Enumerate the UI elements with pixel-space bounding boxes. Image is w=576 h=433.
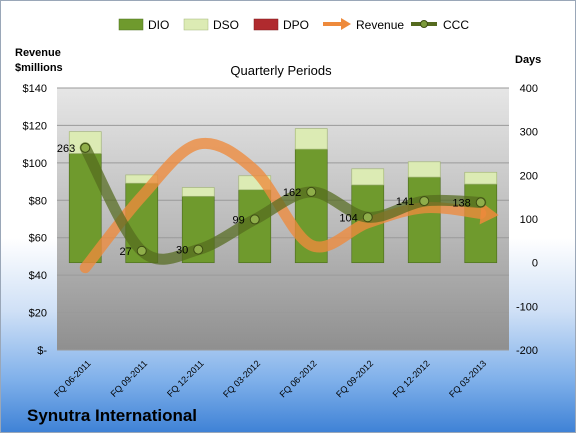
legend-revenue-arrowhead	[341, 18, 351, 30]
legend-ccc-label: CCC	[443, 18, 469, 32]
y-right-tick-label: 300	[520, 127, 538, 139]
x-tick-label: FQ 06-2011	[52, 358, 93, 399]
legend-dpo-label: DPO	[283, 18, 309, 32]
x-tick-label: FQ 12-2012	[391, 358, 432, 399]
ccc-data-label: 104	[339, 212, 357, 224]
x-tick-label: FQ 12-2011	[165, 358, 206, 399]
legend: DIO DSO DPO Revenue CCC	[118, 18, 469, 32]
ccc-point	[249, 214, 260, 225]
y-right-tick-label: -200	[516, 345, 538, 357]
y-left-tick-label: $40	[29, 270, 47, 282]
y-right-tick-label: 400	[520, 83, 538, 95]
x-tick-label: FQ 09-2011	[109, 358, 150, 399]
y-left-tick-label: $-	[37, 345, 47, 357]
y-left-label-line1: Revenue	[15, 47, 61, 59]
ccc-data-label: 27	[120, 246, 132, 258]
legend-dpo-swatch	[253, 18, 279, 31]
ccc-data-label: 141	[396, 196, 414, 208]
ccc-data-label: 30	[176, 245, 188, 257]
y-left-tick-label: $140	[23, 83, 47, 95]
ccc-data-label: 138	[452, 197, 470, 209]
legend-dso-swatch	[183, 18, 209, 31]
dso-bar	[294, 128, 328, 150]
revenue-arrowhead	[479, 202, 499, 225]
ccc-point	[419, 196, 430, 207]
legend-dio-label: DIO	[148, 18, 169, 32]
y-left-tick-label: $120	[23, 120, 47, 132]
dio-bar	[407, 176, 441, 264]
dso-bar	[407, 161, 441, 178]
ccc-point	[136, 245, 147, 256]
ccc-point	[306, 186, 317, 197]
legend-dso-label: DSO	[213, 18, 239, 32]
y-right-label: Days	[515, 54, 541, 66]
x-tick-label: FQ 03-2012	[221, 358, 262, 399]
y-left-tick-label: $80	[29, 195, 47, 207]
x-tick-label: FQ 06-2012	[278, 358, 319, 399]
ccc-point	[475, 197, 486, 208]
y-right-tick-label: -100	[516, 301, 538, 313]
ccc-point	[362, 212, 373, 223]
y-left-label-line2: $millions	[15, 62, 63, 74]
company-name: Synutra International	[27, 406, 198, 425]
legend-dio-swatch	[118, 18, 144, 31]
y-left-tick-label: $100	[23, 158, 47, 170]
y-right-tick-label: 100	[520, 214, 538, 226]
y-right-tick-label: 0	[532, 258, 538, 270]
chart-title: Quarterly Periods	[230, 63, 332, 78]
dso-bar	[464, 171, 498, 185]
ccc-data-label: 162	[283, 187, 301, 199]
legend-revenue-label: Revenue	[356, 18, 404, 32]
y-left-tick-label: $60	[29, 233, 47, 245]
x-tick-label: FQ 03-2013	[447, 358, 488, 399]
ccc-data-label: 263	[57, 143, 75, 155]
ccc-point	[80, 142, 91, 153]
legend-ccc-marker	[420, 20, 428, 28]
ccc-point	[193, 244, 204, 255]
y-left-tick-label: $20	[29, 308, 47, 320]
dso-bar	[181, 187, 215, 197]
x-tick-label: FQ 09-2012	[334, 358, 375, 399]
y-right-tick-label: 200	[520, 170, 538, 182]
ccc-data-label: 99	[233, 214, 245, 226]
dso-bar	[351, 168, 385, 186]
